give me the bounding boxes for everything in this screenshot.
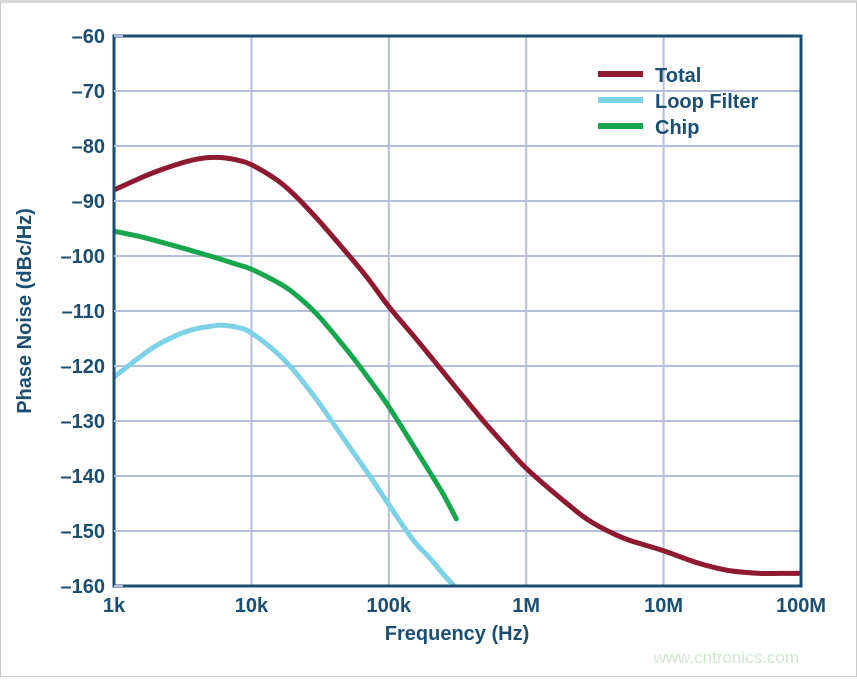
y-axis-title: Phase Noise (dBc/Hz) [14, 208, 36, 414]
legend: Total Loop Filter Chip [598, 65, 759, 139]
data-curves [114, 154, 801, 586]
y-tick-label: –150 [61, 521, 106, 543]
series-line-chip [114, 228, 459, 522]
x-tick-label: 10M [644, 595, 683, 617]
x-tick-label: 100k [367, 595, 412, 617]
chart-svg: –60 –70 –80 –90 –100 –110 –120 –130 –140 –150 –160… [14, 26, 826, 667]
y-tick-label: –130 [61, 411, 106, 433]
y-tick-label: –120 [61, 356, 106, 378]
x-axis-title: Frequency (Hz) [385, 623, 529, 645]
y-tick-label: –60 [72, 26, 105, 48]
x-tick-label: 1M [512, 595, 540, 617]
x-tick-label: 1k [103, 595, 126, 617]
gridlines [114, 36, 801, 586]
x-tick-label: 10k [235, 595, 269, 617]
x-axis-tick-labels: 1k 10k 100k 1M 10M 100M [103, 595, 826, 617]
series-line-total [114, 154, 801, 577]
y-tick-label: –70 [72, 81, 105, 103]
x-tick-label: 100M [776, 595, 826, 617]
watermark-text: www.cntronics.com [653, 648, 799, 667]
y-tick-label: –140 [61, 466, 106, 488]
y-tick-label: –160 [61, 576, 106, 598]
phase-noise-chart: –60 –70 –80 –90 –100 –110 –120 –130 –140 –150 –160… [1, 3, 857, 680]
series-line-loop-filter [114, 322, 457, 586]
legend-label-total: Total [655, 65, 701, 87]
legend-label-chip: Chip [655, 117, 699, 139]
y-tick-label: –80 [72, 136, 105, 158]
y-tick-label: –110 [62, 301, 105, 323]
legend-label-loop-filter: Loop Filter [655, 91, 759, 113]
y-tick-label: –90 [72, 191, 105, 213]
y-tick-label: –100 [61, 246, 106, 268]
y-axis-tick-labels: –60 –70 –80 –90 –100 –110 –120 –130 –140 –150 –160 [61, 26, 123, 598]
